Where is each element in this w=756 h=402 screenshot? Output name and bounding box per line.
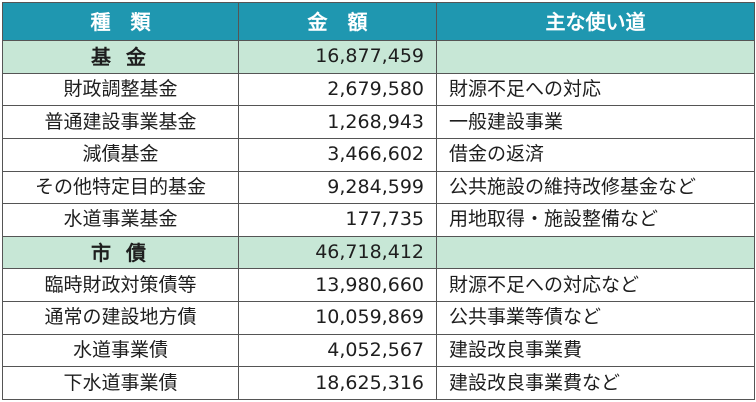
table-row: 普通建設事業基金 1,268,943 一般建設事業 bbox=[2, 105, 755, 139]
row-name: その他特定目的基金 bbox=[2, 170, 239, 205]
row-use: 一般建設事業 bbox=[436, 105, 755, 139]
row-use: 建設改良事業費 bbox=[436, 333, 755, 368]
row-name: 減債基金 bbox=[2, 137, 239, 172]
row-amount: 9,284,599 bbox=[238, 170, 437, 205]
row-amount: 18,625,316 bbox=[238, 366, 437, 400]
row-name: 普通建設事業基金 bbox=[2, 105, 239, 139]
table-row: 水道事業債 4,052,567 建設改良事業費 bbox=[2, 333, 755, 368]
row-use: 財源不足への対応 bbox=[436, 72, 755, 107]
row-name: 水道事業債 bbox=[2, 333, 239, 368]
row-name: 臨時財政対策債等 bbox=[2, 268, 239, 302]
row-amount: 2,679,580 bbox=[238, 72, 437, 107]
row-use bbox=[436, 235, 755, 270]
row-amount: 13,980,660 bbox=[238, 268, 437, 302]
row-use: 公共事業等債など bbox=[436, 301, 755, 335]
category-row-bond: 市 債 46,718,412 bbox=[2, 235, 755, 270]
row-amount: 1,268,943 bbox=[238, 105, 437, 139]
row-use: 借金の返済 bbox=[436, 137, 755, 172]
table-row: 下水道事業債 18,625,316 建設改良事業費など bbox=[2, 366, 755, 400]
row-name: 市 債 bbox=[2, 235, 239, 270]
row-use: 公共施設の維持改修基金など bbox=[436, 170, 755, 205]
header-row: 種 類 金 額 主な使い道 bbox=[2, 2, 755, 41]
table-row: 財政調整基金 2,679,580 財源不足への対応 bbox=[2, 72, 755, 107]
row-amount: 16,877,459 bbox=[238, 40, 437, 74]
category-row-fund: 基 金 16,877,459 bbox=[2, 40, 755, 74]
row-amount: 46,718,412 bbox=[238, 235, 437, 270]
row-name: 水道事業基金 bbox=[2, 203, 239, 237]
row-amount: 4,052,567 bbox=[238, 333, 437, 368]
header-use: 主な使い道 bbox=[436, 2, 755, 41]
table-row: 水道事業基金 177,735 用地取得・施設整備など bbox=[2, 203, 755, 237]
row-use: 建設改良事業費など bbox=[436, 366, 755, 400]
row-name: 基 金 bbox=[2, 40, 239, 74]
table-row: 臨時財政対策債等 13,980,660 財源不足への対応など bbox=[2, 268, 755, 302]
row-use: 用地取得・施設整備など bbox=[436, 203, 755, 237]
row-amount: 3,466,602 bbox=[238, 137, 437, 172]
row-name: 下水道事業債 bbox=[2, 366, 239, 400]
row-amount: 177,735 bbox=[238, 203, 437, 237]
row-amount: 10,059,869 bbox=[238, 301, 437, 335]
table-row: 減債基金 3,466,602 借金の返済 bbox=[2, 137, 755, 172]
header-amount: 金 額 bbox=[238, 2, 437, 41]
table-row: その他特定目的基金 9,284,599 公共施設の維持改修基金など bbox=[2, 170, 755, 205]
row-name: 財政調整基金 bbox=[2, 72, 239, 107]
header-type: 種 類 bbox=[2, 2, 239, 41]
row-name: 通常の建設地方債 bbox=[2, 301, 239, 335]
row-use: 財源不足への対応など bbox=[436, 268, 755, 302]
row-use bbox=[436, 40, 755, 74]
table-row: 通常の建設地方債 10,059,869 公共事業等債など bbox=[2, 301, 755, 335]
